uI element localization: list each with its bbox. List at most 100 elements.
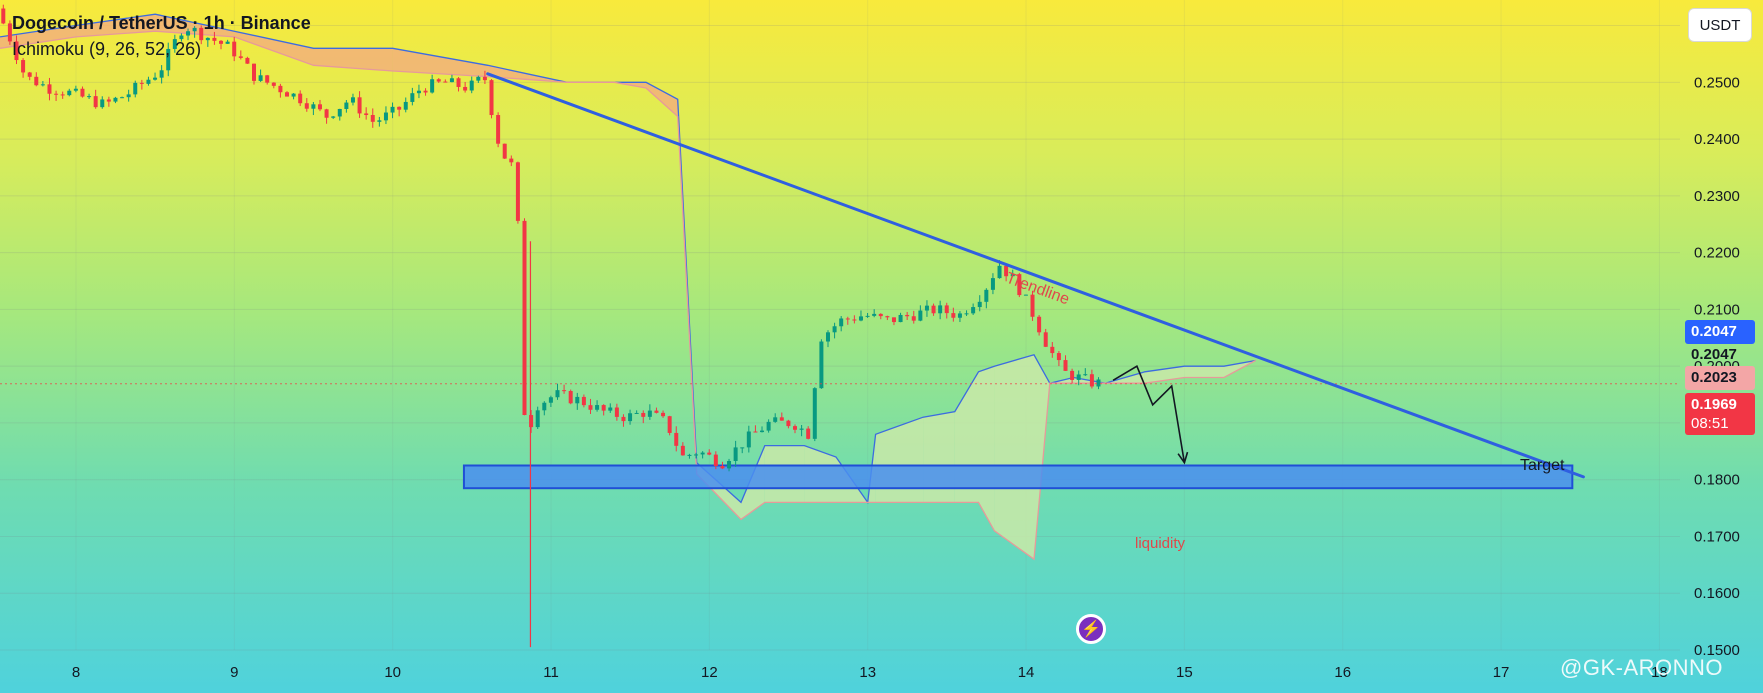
- candle-body: [146, 79, 151, 84]
- time-tick-label: 11: [543, 664, 559, 681]
- cloud-price-label: 0.2047: [1691, 346, 1737, 363]
- liquidity-label: liquidity: [1135, 535, 1186, 552]
- candle-body: [832, 326, 837, 333]
- candle-body: [621, 416, 626, 422]
- candle-body: [905, 314, 910, 317]
- candle-body: [773, 417, 778, 422]
- candle-body: [298, 93, 303, 104]
- candle-body: [852, 319, 857, 321]
- candle-body: [878, 313, 883, 317]
- candle-body: [957, 313, 962, 318]
- candle-body: [753, 431, 758, 433]
- candle-body: [1023, 294, 1028, 296]
- candle-body: [93, 96, 98, 108]
- candle-body: [924, 305, 929, 311]
- candle-body: [133, 82, 138, 95]
- candle-body: [205, 37, 210, 41]
- kumo-segment: [1184, 366, 1224, 378]
- candle-body: [727, 460, 732, 469]
- time-tick-label: 8: [72, 664, 80, 681]
- target-label: Target: [1520, 457, 1565, 474]
- candle-body: [469, 80, 474, 91]
- candle-body: [27, 72, 32, 77]
- candle-body: [760, 430, 765, 433]
- kumo-segment: [155, 14, 235, 37]
- candle-body: [120, 97, 125, 99]
- candle-body: [568, 390, 573, 404]
- candle-body: [219, 40, 224, 44]
- price-tick-label: 0.2100: [1694, 301, 1740, 318]
- candle-body: [245, 57, 250, 64]
- candle-body: [192, 27, 197, 32]
- candle-body: [614, 407, 619, 417]
- candle-body: [1063, 360, 1068, 371]
- candle-body: [252, 63, 257, 81]
- candle-body: [34, 76, 39, 86]
- candle-body: [87, 96, 92, 98]
- candle-body: [179, 35, 184, 40]
- kumo-segment: [994, 354, 1034, 560]
- kumo-segment: [76, 14, 156, 37]
- candle-body: [186, 31, 191, 36]
- candle-body: [931, 305, 936, 314]
- time-tick-label: 15: [1176, 664, 1193, 681]
- lightning-icon[interactable]: ⚡: [1076, 614, 1106, 644]
- candle-body: [416, 90, 421, 94]
- candle-body: [258, 75, 263, 81]
- candle-body: [291, 93, 296, 97]
- candle-body: [793, 426, 798, 430]
- indicator-legend[interactable]: Ichimoku (9, 26, 52, 26): [12, 39, 202, 59]
- kumo-segment: [313, 48, 393, 71]
- price-tick-label: 0.2300: [1694, 188, 1740, 205]
- last-price-value: 0.1969: [1691, 396, 1737, 413]
- trendline-price-tag: 0.2047: [1685, 320, 1755, 344]
- candle-body: [891, 317, 896, 323]
- currency-button[interactable]: USDT: [1688, 8, 1752, 42]
- candle-body: [971, 307, 976, 314]
- candle-body: [383, 112, 388, 121]
- candle-body: [898, 314, 903, 323]
- price-tick-label: 0.2500: [1694, 74, 1740, 91]
- candle-body: [628, 413, 633, 422]
- candle-body: [548, 397, 553, 403]
- candle-body: [779, 417, 784, 421]
- candle-body: [436, 79, 441, 82]
- candle-body: [588, 405, 593, 410]
- candle-body: [377, 120, 382, 122]
- candle-body: [100, 99, 105, 108]
- time-tick-label: 17: [1493, 664, 1510, 681]
- candle-body: [1076, 374, 1081, 380]
- price-tick-label: 0.2400: [1694, 131, 1740, 148]
- candle-body: [601, 405, 606, 411]
- candle-body: [694, 454, 699, 456]
- candle-body: [153, 77, 158, 80]
- candle-body: [733, 447, 738, 461]
- candle-body: [911, 316, 916, 321]
- candle-body: [403, 101, 408, 110]
- candle-body: [647, 410, 652, 417]
- candle-body: [1, 8, 6, 24]
- drawing-lines: [0, 72, 1680, 479]
- candle-body: [337, 108, 342, 117]
- candle-body: [799, 428, 804, 430]
- candle-body: [21, 60, 26, 73]
- candle-body: [1010, 274, 1015, 277]
- candle-body: [54, 93, 59, 95]
- trendline: [486, 72, 1585, 479]
- candle-body: [997, 265, 1002, 279]
- candle-body: [1037, 316, 1042, 333]
- candle-body: [680, 445, 685, 456]
- candle-body: [166, 48, 171, 71]
- candle-body: [608, 407, 613, 411]
- candle-body: [364, 113, 369, 116]
- candle-body: [476, 76, 481, 81]
- candle-body: [766, 421, 771, 431]
- time-tick-label: 16: [1334, 664, 1351, 681]
- candle-body: [199, 27, 204, 41]
- candle-body: [575, 396, 580, 404]
- price-tick-label: 0.1500: [1694, 642, 1740, 659]
- candle-body: [456, 78, 461, 87]
- candle-body: [225, 41, 230, 44]
